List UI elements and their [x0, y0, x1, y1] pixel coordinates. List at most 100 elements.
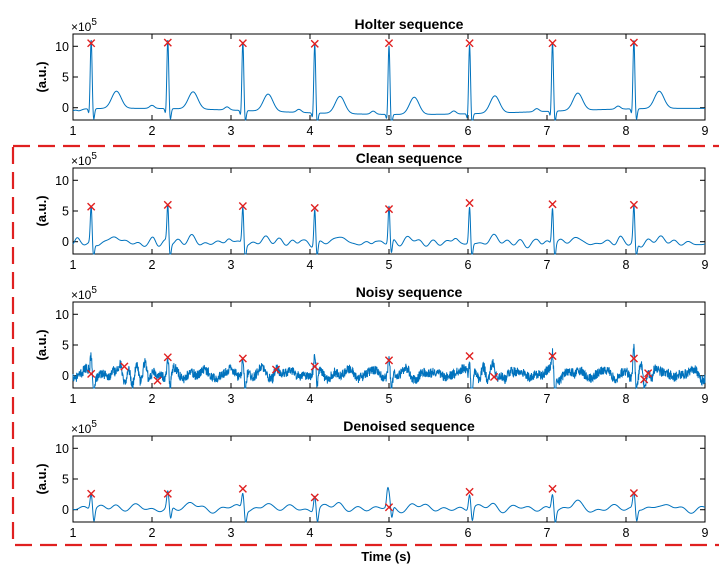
x-tick-label: 6 — [465, 526, 472, 540]
r-peak-marker — [310, 362, 319, 371]
r-peak-marker — [163, 200, 172, 209]
r-peak-marker — [163, 353, 172, 362]
y-multiplier-exponent: 5 — [91, 419, 97, 430]
panel-2: Clean sequence ×105 (a.u.) 1 2 3 4 5 6 7 8 9 0 5 10 — [34, 150, 709, 272]
r-peak-marker — [465, 198, 474, 208]
r-peak-marker — [629, 489, 638, 498]
y-axis-label: (a.u.) — [34, 61, 49, 92]
x-tick-label: 1 — [70, 392, 77, 406]
x-tick-label: 9 — [702, 526, 709, 540]
r-peak-marker — [87, 202, 96, 211]
r-peak-marker — [384, 503, 394, 512]
x-tick-label: 1 — [70, 258, 77, 272]
panel-4: Denoised sequence ×105 (a.u.) 1 2 3 4 5 6 7 8 9 0 5 10 — [34, 418, 709, 540]
x-tick-label: 5 — [386, 526, 393, 540]
panel-title: Clean sequence — [356, 150, 463, 166]
r-peak-marker — [153, 376, 162, 385]
r-peak-marker — [384, 39, 394, 48]
r-peak-marker — [87, 489, 96, 498]
x-tick-label: 2 — [149, 124, 156, 138]
r-peak-marker — [465, 351, 474, 361]
r-peak-marker — [629, 38, 638, 47]
ecg-series-line — [72, 486, 706, 523]
ecg-series-line — [72, 343, 706, 390]
x-tick-label: 7 — [544, 392, 551, 406]
y-multiplier-exponent: 5 — [91, 285, 97, 296]
x-tick-label: 7 — [544, 258, 551, 272]
x-tick-label: 3 — [228, 392, 235, 406]
y-multiplier: ×105 — [71, 17, 97, 34]
r-peak-marker — [465, 487, 474, 496]
r-peak-marker — [163, 38, 172, 47]
x-tick-label: 2 — [149, 392, 156, 406]
y-multiplier-exponent: 5 — [91, 17, 97, 28]
x-tick-label: 6 — [465, 124, 472, 138]
x-tick-label: 4 — [307, 392, 314, 406]
y-multiplier: ×105 — [71, 151, 97, 168]
y-tick-label: 0 — [62, 369, 69, 383]
y-multiplier: ×105 — [71, 285, 97, 302]
r-peak-marker — [120, 362, 129, 371]
r-peak-marker — [238, 39, 247, 48]
r-peak-marker — [384, 356, 394, 365]
r-peak-marker — [489, 372, 499, 382]
panels-group: Holter sequence×105(a.u.)1 2 3 4 5 6 7 8 90510Cl… — [34, 16, 709, 540]
y-tick-label: 5 — [62, 473, 69, 487]
x-tick-label: 6 — [465, 392, 472, 406]
r-peak-marker — [238, 354, 247, 363]
x-tick-label: 3 — [228, 258, 235, 272]
y-multiplier: ×105 — [71, 419, 97, 436]
r-peak-marker — [548, 484, 557, 493]
x-tick-label: 8 — [623, 124, 630, 138]
x-tick-label: 5 — [386, 392, 393, 406]
ecg-series-line — [72, 39, 705, 121]
panel-3: Noisy sequence ×105 (a.u.) 1 2 3 4 5 6 7 8 9 0 5 10 — [34, 284, 709, 406]
x-tick-label: 9 — [702, 392, 709, 406]
y-tick-label: 5 — [62, 71, 69, 85]
x-tick-label: 8 — [623, 392, 630, 406]
x-tick-label: 6 — [465, 258, 472, 272]
r-peak-marker — [87, 369, 96, 378]
r-peak-marker — [465, 39, 474, 48]
y-multiplier-exponent: 5 — [91, 151, 97, 162]
r-peak-marker — [640, 375, 649, 384]
y-tick-label: 5 — [62, 205, 69, 219]
x-tick-label: 5 — [386, 258, 393, 272]
y-tick-label: 0 — [62, 101, 69, 115]
y-axis-label: (a.u.) — [34, 195, 49, 226]
r-peak-marker — [310, 203, 319, 213]
r-peak-marker — [238, 484, 247, 493]
x-tick-label: 9 — [702, 124, 709, 138]
panel-title: Holter sequence — [355, 16, 464, 32]
r-peak-marker — [163, 489, 172, 498]
y-tick-label: 5 — [62, 339, 69, 353]
x-tick-label: 8 — [623, 258, 630, 272]
r-peak-marker — [238, 201, 247, 211]
x-tick-label: 4 — [307, 124, 314, 138]
x-tick-label: 4 — [307, 258, 314, 272]
x-tick-label: 2 — [149, 526, 156, 540]
x-tick-label: 4 — [307, 526, 314, 540]
r-peak-marker — [629, 200, 638, 209]
x-tick-label: 3 — [228, 124, 235, 138]
panel-1: Holter sequence ×105 (a.u.) 1 2 3 4 5 6 7 8 9 0 5 10 — [34, 16, 709, 138]
r-peak-marker — [87, 39, 96, 48]
dashed-group-box — [11, 144, 719, 547]
r-peak-marker — [310, 39, 319, 48]
r-peak-marker — [271, 365, 281, 374]
ecg-series-line — [72, 204, 706, 255]
x-tick-label: 7 — [544, 124, 551, 138]
r-peak-marker — [310, 493, 319, 502]
r-peak-marker — [384, 205, 394, 214]
r-peak-marker — [548, 351, 557, 361]
r-peak-marker — [629, 354, 638, 363]
r-peak-marker — [548, 200, 557, 209]
y-tick-label: 0 — [62, 235, 69, 249]
panel-title: Noisy sequence — [356, 284, 463, 300]
y-tick-label: 10 — [55, 308, 69, 322]
x-tick-label: 7 — [544, 526, 551, 540]
x-tick-label: 9 — [702, 258, 709, 272]
y-axis-label: (a.u.) — [34, 329, 49, 360]
